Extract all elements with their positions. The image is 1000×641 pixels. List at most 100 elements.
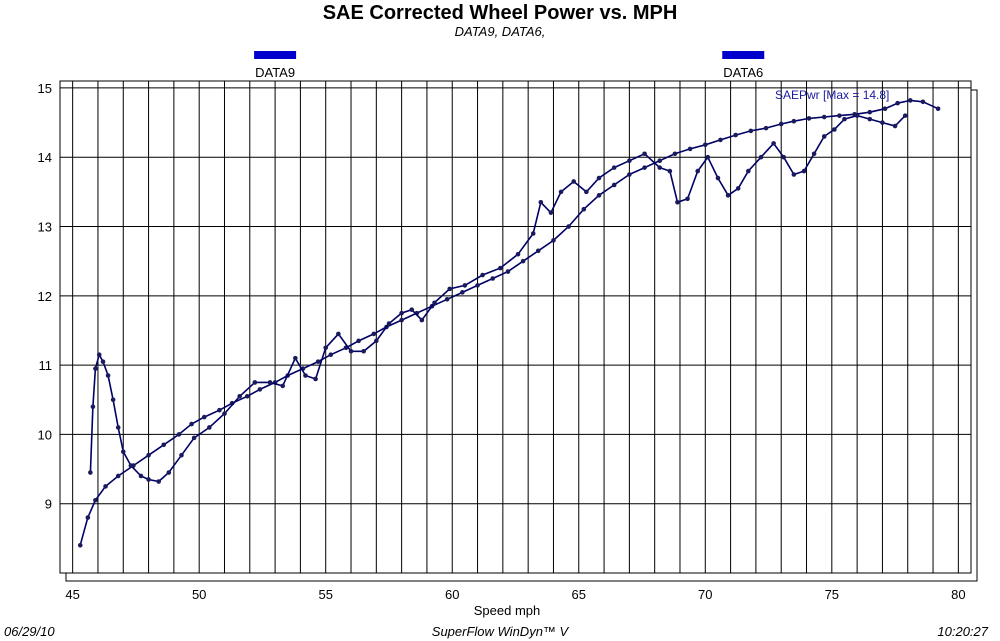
data-point [882,106,888,112]
data-point [201,414,207,420]
x-tick-label: 45 [65,587,79,602]
data-point [806,116,812,121]
data-point [409,307,415,312]
y-tick-label: 15 [38,81,52,96]
series-data6 [88,113,908,484]
data-point [571,179,577,184]
data-point [176,432,182,437]
data-point [77,542,83,548]
data-point [867,116,873,122]
data-point [566,224,571,229]
data-point [520,258,526,264]
data-point [548,210,554,215]
data-point [895,100,900,106]
x-tick-label: 50 [192,587,206,602]
y-tick-label: 10 [38,427,52,442]
data-point [642,151,647,157]
data-point [771,141,776,146]
data-point [460,290,465,295]
data-point [538,199,544,205]
data-point [642,165,647,170]
data-point [100,359,106,364]
tick-labels: 45 50 55 60 65 70 75 80 9 10 11 12 13 14 15 [38,81,966,602]
data-point [103,484,108,489]
data-point [161,442,167,448]
data-point [702,142,708,148]
data-point [821,134,827,139]
data-point [371,331,377,337]
data-point [596,193,602,198]
data-point [252,380,258,385]
data-point [96,352,102,358]
data-point [801,168,807,174]
data-point [166,470,172,475]
data-point [735,186,741,191]
data-point [222,411,227,416]
max-annotation: SAEPwr [Max = 14.8] [775,88,889,102]
data-point [718,137,723,143]
y-tick-label: 9 [45,497,52,512]
data-point [837,113,842,118]
data-point [419,317,425,323]
data-point [596,175,602,181]
data-point [257,387,263,392]
y-tick-label: 14 [38,150,52,165]
data-point [303,373,308,378]
data-point [146,452,151,458]
data-point [657,165,663,170]
data-point [811,151,817,157]
data-point [854,113,860,118]
data-point [902,113,908,118]
data-point [498,265,503,271]
data-point [558,189,564,195]
data-point [758,154,764,160]
data-point [323,345,329,351]
data-point [115,425,121,430]
data-point [763,125,769,131]
data-point [581,206,587,212]
data-point [447,286,453,292]
x-tick-label: 65 [572,587,586,602]
data-point [667,168,673,174]
data-point [120,449,126,455]
data-point [832,127,837,132]
x-tick-label: 70 [698,587,712,602]
legend-label: DATA6 [723,65,763,80]
chart-subtitle: DATA9, DATA6, [455,24,546,39]
data-point [935,106,941,112]
data-point [189,421,194,427]
data-point [778,121,784,127]
data-point [386,321,392,326]
data-point [535,248,541,254]
y-tick-label: 12 [38,289,52,304]
data-point [105,373,111,378]
data-point [748,128,754,134]
data-point [280,383,285,389]
data-point [705,154,711,160]
data-point [584,189,589,195]
data-point [627,158,632,163]
data-point [128,463,134,468]
data-point [821,114,827,120]
data-point [267,380,273,385]
legend-label: DATA9 [255,65,295,80]
data-point [110,397,116,403]
x-axis-label: Speed mph [474,603,541,618]
x-tick-label: 80 [951,587,965,602]
legend-swatch [254,51,297,59]
data-point [791,172,797,177]
data-point [867,109,873,115]
data-point [907,98,913,103]
data-point [791,118,797,124]
legend-swatch [722,51,765,59]
data-point [432,300,437,306]
data-point [191,435,197,441]
chart-title: SAE Corrected Wheel Power vs. MPH [323,2,678,24]
plot-area [59,80,972,574]
data-point [475,283,480,288]
data-point [781,154,787,160]
data-point [480,272,485,278]
data-point [444,296,450,302]
data-point [85,515,91,520]
data-point [90,404,96,409]
